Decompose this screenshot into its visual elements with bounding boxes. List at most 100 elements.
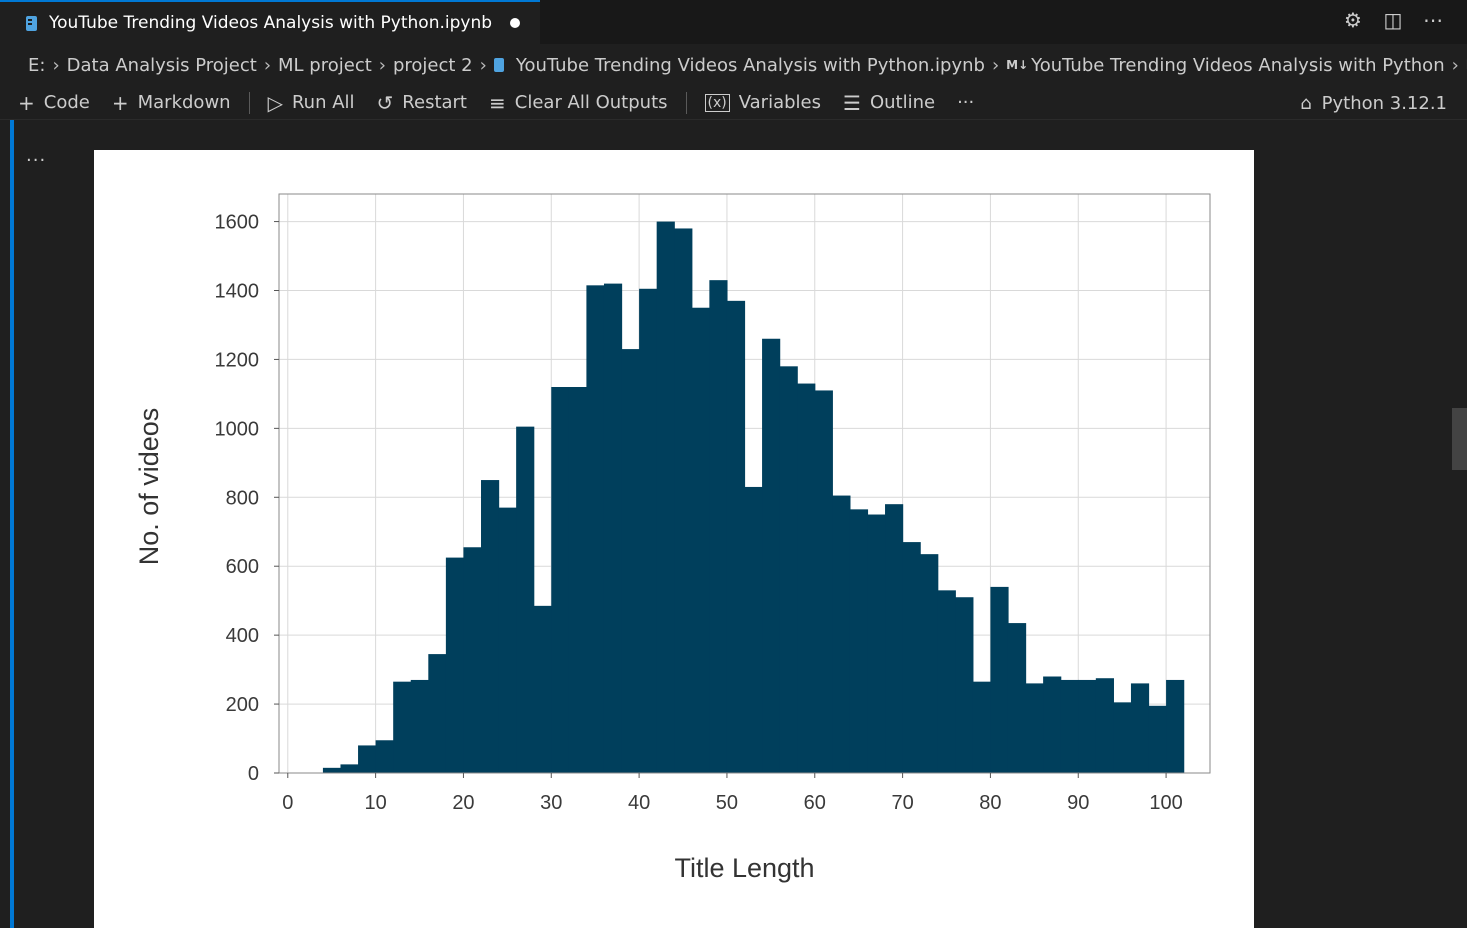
markdown-icon[interactable]: M↓ xyxy=(1466,58,1467,72)
unsaved-dot-icon[interactable] xyxy=(510,18,521,28)
plot-frame xyxy=(278,193,1211,774)
histogram-bar xyxy=(656,221,675,774)
x-tick-label: 50 xyxy=(716,792,738,814)
x-tick-label: 100 xyxy=(1149,792,1182,814)
notebook-toolbar: + Code + Markdown ▷ Run All ↺ Restart ≡ … xyxy=(0,86,1467,120)
breadcrumb-folder[interactable]: project 2 xyxy=(392,54,473,76)
kernel-icon: ⌂ xyxy=(1300,92,1312,114)
chevron-right-icon: › xyxy=(263,54,272,76)
breadcrumb-folder[interactable]: Data Analysis Project xyxy=(66,54,257,76)
cell-focus-indicator xyxy=(10,120,14,928)
outline-button[interactable]: ☰ Outline xyxy=(843,91,935,115)
variables-icon: (x) xyxy=(704,93,730,112)
y-tick-label: 600 xyxy=(226,556,259,578)
toolbar-divider xyxy=(685,91,687,114)
histogram-bar xyxy=(516,426,535,773)
tab-title: YouTube Trending Videos Analysis with Py… xyxy=(49,13,493,33)
histogram-bar xyxy=(586,285,605,773)
kernel-picker[interactable]: ⌂ Python 3.12.1 xyxy=(1300,86,1447,120)
chevron-right-icon: › xyxy=(52,54,60,76)
run-all-icon: ▷ xyxy=(267,90,283,115)
histogram-bar xyxy=(322,767,342,773)
breadcrumb-file-label: YouTube Trending Videos Analysis with Py… xyxy=(515,54,985,76)
run-all-button[interactable]: ▷ Run All xyxy=(268,91,355,115)
histogram-bar xyxy=(797,383,816,773)
histogram-bar xyxy=(1060,679,1079,773)
clear-all-outputs-button[interactable]: ≡ Clear All Outputs xyxy=(489,91,668,115)
x-tick-label: 20 xyxy=(452,792,474,814)
split-editor-icon[interactable]: ◫ xyxy=(1383,8,1403,32)
histogram-bar xyxy=(1043,676,1062,773)
editor-actions: ⚙ ◫ ⋯ xyxy=(1341,8,1445,32)
restart-label: Restart xyxy=(402,92,467,113)
editor-tab[interactable]: YouTube Trending Videos Analysis with Py… xyxy=(0,0,540,44)
histogram-bar xyxy=(568,387,588,773)
histogram-bar xyxy=(674,228,693,773)
breadcrumb-heading-label: YouTube Trending Videos Analysis with Py… xyxy=(1031,54,1445,76)
x-tick-label: 40 xyxy=(628,792,650,814)
histogram-bar xyxy=(849,509,869,773)
add-code-button[interactable]: + Code xyxy=(18,91,90,115)
x-tick-label: 0 xyxy=(282,792,293,814)
histogram-bar xyxy=(1007,623,1027,773)
chevron-right-icon: › xyxy=(991,54,1000,76)
y-tick-label: 200 xyxy=(226,694,259,716)
run-all-label: Run All xyxy=(291,92,355,113)
outline-label: Outline xyxy=(869,92,936,113)
toolbar-divider xyxy=(248,91,250,114)
histogram-bar xyxy=(551,387,570,773)
histogram-bar xyxy=(1130,683,1150,773)
histogram-bar xyxy=(779,366,798,773)
histogram-bar xyxy=(375,740,394,773)
kernel-label: Python 3.12.1 xyxy=(1321,92,1447,114)
add-markdown-button[interactable]: + Markdown xyxy=(112,91,231,115)
x-tick-label: 60 xyxy=(804,792,826,814)
gear-icon[interactable]: ⚙ xyxy=(1344,8,1362,32)
clear-all-outputs-label: Clear All Outputs xyxy=(514,92,668,113)
breadcrumb: E: › Data Analysis Project › ML project … xyxy=(0,44,1467,86)
y-tick-label: 0 xyxy=(248,763,259,785)
histogram-bar xyxy=(340,764,359,773)
histogram-bar xyxy=(902,542,921,773)
histogram-bar xyxy=(445,557,465,773)
histogram-bar xyxy=(393,681,412,773)
outline-icon: ☰ xyxy=(843,90,861,115)
variables-button[interactable]: (x) Variables xyxy=(704,92,821,113)
histogram-bar xyxy=(1078,679,1097,773)
y-tick-label: 1000 xyxy=(215,418,260,440)
chevron-right-icon: › xyxy=(378,54,386,76)
histogram-bar xyxy=(1025,683,1044,773)
scrollbar-thumb[interactable] xyxy=(1452,408,1467,470)
histogram-chart: 0 10 20 30 40 50 60 70 80 90 100020040060080010001… xyxy=(134,193,1211,883)
breadcrumb-file[interactable]: YouTube Trending Videos Analysis with Py… xyxy=(493,54,985,76)
histogram-bar xyxy=(726,300,746,773)
x-tick-label: 80 xyxy=(979,792,1001,814)
editor-tab-bar: YouTube Trending Videos Analysis with Py… xyxy=(0,0,1467,44)
histogram-bar xyxy=(358,745,377,773)
histogram-bar xyxy=(1148,705,1167,773)
histogram-bar xyxy=(832,495,851,773)
clear-all-icon: ≡ xyxy=(489,90,506,115)
histogram-bar xyxy=(410,679,429,773)
breadcrumb-folder[interactable]: ML project xyxy=(278,54,372,76)
more-icon[interactable]: ⋯ xyxy=(1423,8,1443,32)
x-tick-label: 70 xyxy=(891,792,913,814)
notebook-icon xyxy=(493,58,504,72)
histogram-bar xyxy=(621,349,640,773)
histogram-bar xyxy=(691,307,710,773)
histogram-bar xyxy=(463,547,482,773)
breadcrumb-heading[interactable]: M↓ YouTube Trending Videos Analysis with… xyxy=(1006,55,1444,76)
histogram-bar xyxy=(990,586,1009,773)
histogram-bar xyxy=(885,504,904,773)
restart-button[interactable]: ↺ Restart xyxy=(377,91,467,115)
toolbar-more-button[interactable]: ··· xyxy=(957,92,975,113)
histogram-bar xyxy=(814,390,833,773)
plus-icon: + xyxy=(18,90,35,115)
histogram-bar xyxy=(1166,679,1185,773)
markdown-icon: M↓ xyxy=(1006,58,1029,72)
chevron-right-icon: › xyxy=(1451,54,1459,76)
cell-output: 0 10 20 30 40 50 60 70 80 90 100 0 200 400 600 800 1000 1… xyxy=(94,150,1254,928)
cell-output-more-button[interactable]: ··· xyxy=(26,150,47,171)
add-markdown-label: Markdown xyxy=(137,92,231,113)
breadcrumb-drive[interactable]: E: xyxy=(28,54,46,76)
